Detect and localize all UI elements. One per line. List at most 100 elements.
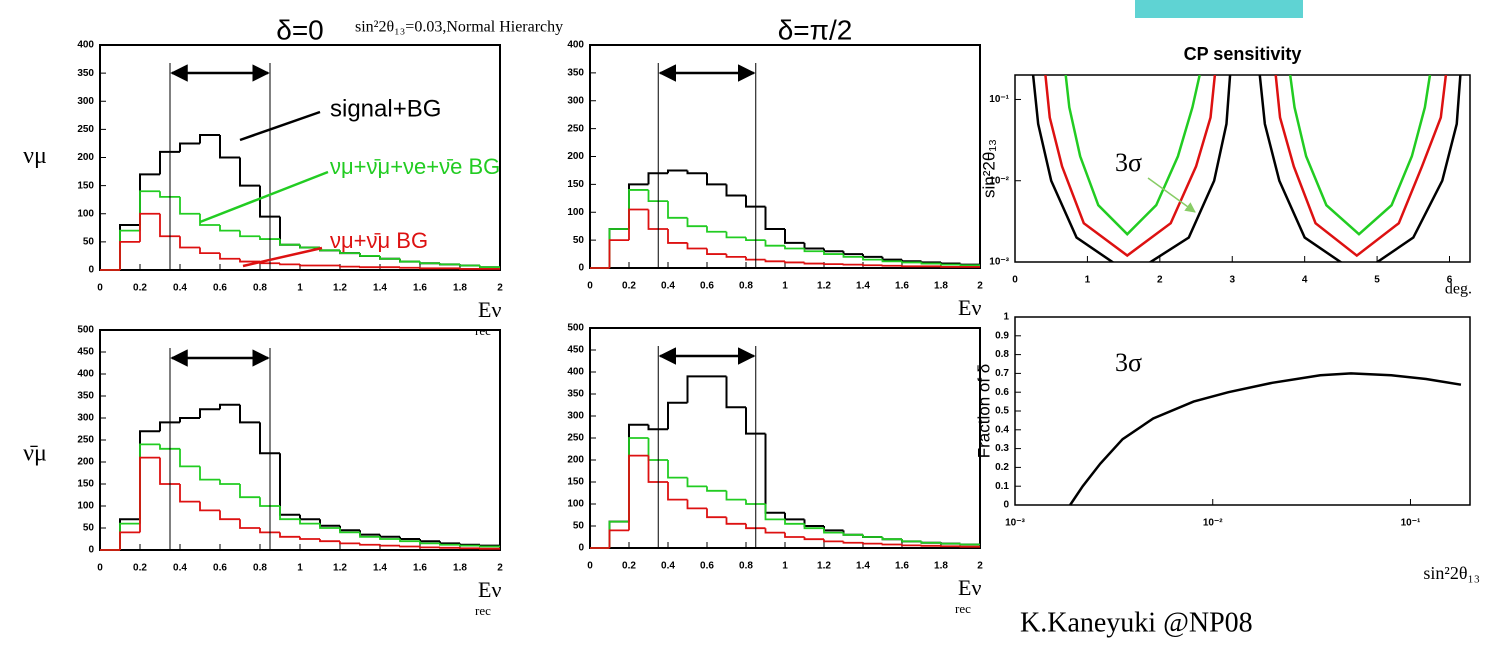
- photo-strip: [1135, 0, 1303, 18]
- histogram-step: [745, 407, 766, 435]
- histogram-step: [239, 404, 260, 424]
- x-tick-label: 1.4: [373, 283, 387, 294]
- histogram-step: [399, 266, 420, 269]
- y-tick-label: 350: [77, 68, 94, 79]
- histogram-step: [439, 263, 460, 266]
- histogram-step: [479, 545, 500, 548]
- histogram-step: [459, 267, 480, 270]
- histogram-step: [199, 134, 220, 144]
- x-tick-label: 0: [1012, 275, 1018, 286]
- x-tick-label: 1.2: [817, 281, 831, 292]
- histogram-step: [842, 541, 863, 544]
- x-tick-label: 1.6: [413, 563, 427, 574]
- histogram-step: [479, 544, 500, 547]
- x-tick-label: 3: [1229, 275, 1235, 286]
- histogram-step: [803, 537, 824, 541]
- histogram-step: [920, 541, 941, 544]
- histogram-step: [823, 539, 844, 543]
- histogram-step: [725, 490, 746, 501]
- histogram-step: [959, 264, 980, 267]
- histogram-step: [359, 253, 380, 257]
- x-tick-label: 0: [587, 561, 593, 572]
- histogram-step: [339, 265, 360, 268]
- histogram-step: [881, 259, 902, 263]
- histogram-step: [159, 421, 180, 432]
- y-tick-label: 100: [567, 499, 584, 510]
- histogram-step: [901, 544, 922, 547]
- histogram-step: [419, 539, 440, 543]
- y-tick-label: 50: [83, 523, 95, 534]
- x-axis-label: Eν: [478, 297, 501, 322]
- y-tick-label: 150: [77, 479, 94, 490]
- histogram-step: [686, 499, 707, 510]
- histogram-step: [279, 239, 300, 246]
- histogram-step: [725, 184, 746, 197]
- contour-line: [1258, 75, 1462, 262]
- histogram-step: [219, 253, 240, 260]
- histogram-step: [628, 454, 649, 531]
- histogram-step: [745, 195, 766, 208]
- histogram-step: [764, 528, 785, 534]
- histogram-step: [119, 224, 140, 270]
- x-tick-label: 0.2: [133, 563, 147, 574]
- histogram-step: [139, 443, 160, 524]
- histogram-step: [686, 170, 707, 175]
- y-axis-label: ν̄μ: [23, 441, 47, 467]
- histogram-step: [339, 528, 360, 534]
- histogram-step: [219, 135, 240, 159]
- y-tick-label: 150: [567, 477, 584, 488]
- y-tick-label: 0: [88, 265, 94, 276]
- x-tick-label: 0.6: [213, 283, 227, 294]
- x-tick-label: 0: [97, 563, 103, 574]
- x-tick-label: 10⁻¹: [1401, 518, 1421, 529]
- histogram-step: [764, 504, 785, 521]
- y-tick-label: 350: [77, 391, 94, 402]
- x-tick-label: 2: [1157, 275, 1163, 286]
- histogram-step: [647, 209, 668, 230]
- histogram-step: [706, 248, 727, 255]
- histogram-step: [881, 537, 902, 541]
- histogram-step: [239, 484, 260, 499]
- y-tick-label: 350: [567, 68, 584, 79]
- y-tick-label: 300: [567, 411, 584, 422]
- histogram-step: [439, 543, 460, 546]
- contours: [1031, 75, 1462, 262]
- y-tick-label: 400: [77, 40, 94, 51]
- x-tick-label: 4: [1302, 275, 1308, 286]
- y-axis-label: Fraction of δ: [974, 364, 993, 459]
- y-tick-label: 50: [573, 521, 585, 532]
- histogram-step: [608, 520, 629, 548]
- x-axis-label-sub: rec: [475, 603, 491, 618]
- x-tick-label: 1.4: [856, 561, 870, 572]
- histogram-step: [199, 408, 220, 418]
- x-tick-label: 1.8: [934, 561, 948, 572]
- histogram-step: [784, 228, 805, 244]
- x-tick-label: 5: [1374, 275, 1380, 286]
- histogram-step: [940, 265, 961, 268]
- histogram-step: [842, 251, 863, 256]
- y-tick-label: 0.4: [995, 424, 1009, 435]
- y-tick-label: 0.2: [995, 462, 1009, 473]
- histogram-step: [339, 541, 360, 545]
- histogram-step: [119, 240, 140, 270]
- y-tick-label: 50: [573, 235, 585, 246]
- x-axis-label: deg.: [1445, 281, 1472, 298]
- annotation-arrow: [242, 246, 323, 268]
- histogram-step: [901, 259, 922, 263]
- histogram-step: [419, 261, 440, 265]
- histogram-step: [667, 401, 688, 430]
- histogram-step: [219, 510, 240, 521]
- histogram-step: [803, 523, 824, 530]
- histogram-step: [139, 190, 160, 231]
- histogram-step: [940, 262, 961, 265]
- annotation: signal+BG: [330, 95, 441, 122]
- histogram-step: [881, 256, 902, 261]
- histogram-step: [842, 263, 863, 266]
- histogram-step: [667, 201, 688, 219]
- annotation: νμ+ν̄μ+νe+ν̄e BG: [330, 154, 500, 179]
- y-tick-label: 300: [567, 95, 584, 106]
- credit: K.Kaneyuki @NP08: [1020, 607, 1253, 638]
- chart: 0 0.2 0.4 0.6 0.8 1 1.2 1.4 1.6 1.8 2 0 50 100 150 200 2…: [23, 40, 503, 338]
- histogram-step: [608, 227, 629, 268]
